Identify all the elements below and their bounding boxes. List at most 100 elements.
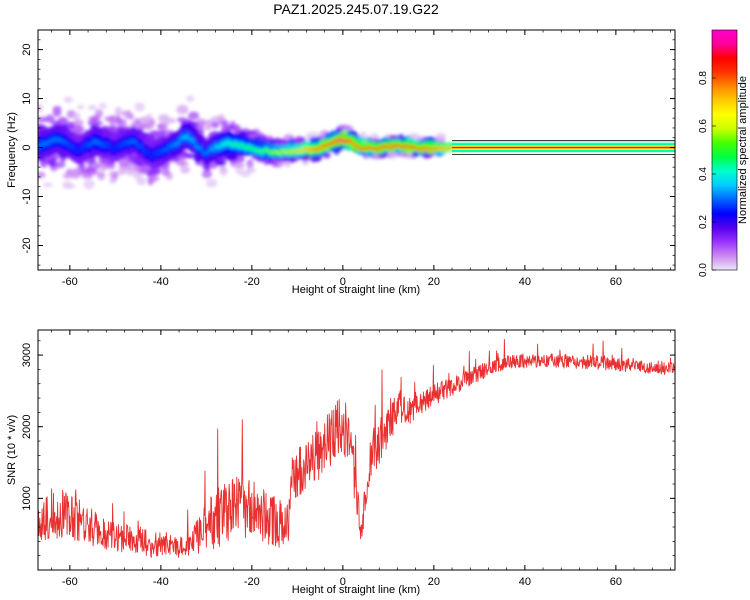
colorbar-tick-label: 0.8 [698, 71, 709, 85]
spectrogram-cell [145, 113, 153, 119]
spectrogram-cell [139, 117, 151, 124]
spectrogram-cell [105, 163, 116, 170]
spectrogram-cell [90, 116, 99, 126]
spectrogram-cell [62, 180, 73, 190]
spectrogram-cell [115, 170, 127, 176]
spectrogram-cell [45, 114, 55, 123]
x-tick-label: 40 [519, 576, 531, 588]
spectrogram-cell [180, 151, 189, 156]
spectrogram-cell [157, 123, 164, 129]
spectrogram-cell [211, 121, 220, 129]
snr-x-ticks: -60 -40 -20 0 20 40 60 [51, 330, 671, 588]
colorbar-tick-label: 0.0 [698, 263, 709, 277]
x-tick-label: 20 [428, 276, 440, 288]
spectrogram-cell [78, 162, 86, 171]
x-tick-label: -20 [244, 576, 260, 588]
y-tick-label: -10 [21, 189, 33, 205]
x-tick-label: -40 [153, 576, 169, 588]
colorbar: 0.0 0.2 0.4 0.6 0.8 Normalized spectral ampl… [698, 29, 749, 277]
spectrogram-cell [227, 154, 239, 160]
spectrogram-cell [219, 166, 228, 176]
spectrogram-cell [115, 116, 123, 126]
colorbar-ticks: 0.0 0.2 0.4 0.6 0.8 [698, 71, 716, 277]
spectrogram-cell [186, 95, 195, 102]
spectrogram-cell [114, 106, 123, 117]
spectrogram-cell [372, 153, 380, 160]
spectrogram-cell [148, 175, 156, 180]
y-tick-label: 1000 [21, 486, 33, 510]
spectrogram-cell [283, 159, 291, 168]
spectrogram-cell [167, 118, 176, 123]
spectrogram-cell [176, 104, 189, 115]
snr-panel: -60 -40 -20 0 20 40 60 1000 2000 3000 Height of … [6, 329, 676, 596]
x-tick-label: 0 [340, 576, 346, 588]
y-tick-label: 0 [21, 144, 33, 150]
colorbar-tick-label: 0.4 [698, 167, 709, 181]
spectrogram-cell [154, 130, 165, 136]
x-tick-label: 20 [428, 576, 440, 588]
spectrogram-cell [111, 172, 119, 181]
spectrogram-cell [130, 122, 138, 128]
x-tick-label: -40 [153, 276, 169, 288]
spectrogram-cell [291, 156, 300, 162]
snr-frame [37, 329, 676, 571]
spectrogram-cell [74, 125, 83, 132]
spectrogram-y-label: Frequency (Hz) [6, 112, 18, 188]
spectrogram-cell [240, 170, 251, 178]
snr-y-label: SNR (10 * v/v) [6, 415, 18, 485]
spectrogram-cell [54, 161, 66, 168]
spectrogram-cell [197, 122, 205, 131]
spectrogram-cell [134, 102, 145, 112]
spectrogram-cell [140, 167, 147, 173]
x-tick-label: -60 [62, 576, 78, 588]
spectrogram-cell [98, 103, 108, 109]
spectrogram-cell [188, 111, 200, 120]
spectrogram-cell [203, 126, 212, 131]
x-tick-label: 0 [340, 276, 346, 288]
spectrogram-cell [46, 156, 55, 161]
colorbar-label: Normalized spectral amplitude [737, 76, 749, 224]
spectrogram-x-ticks: -60 -40 -20 0 20 40 60 [51, 30, 671, 288]
spectrogram-cell [40, 160, 48, 168]
spectrogram-cell [132, 171, 142, 180]
y-tick-label: 3000 [21, 343, 33, 367]
spectrogram-cell [118, 156, 131, 167]
colorbar-tick-label: 0.6 [698, 119, 709, 133]
spectrogram-cell [247, 133, 259, 139]
spectrogram-cell [73, 119, 84, 128]
spectrogram-cell [97, 170, 106, 181]
spectrogram-cell [143, 124, 153, 131]
x-tick-label: 40 [519, 276, 531, 288]
spectrogram-cell [246, 167, 255, 173]
spectrogram-cell [87, 105, 98, 110]
spectrogram-cell [435, 132, 447, 142]
spectrogram-cell [136, 121, 144, 130]
spectrogram-cell [158, 114, 170, 123]
x-tick-label: -60 [62, 276, 78, 288]
spectrogram-x-label: Height of straight line (km) [292, 284, 420, 296]
spectrogram-cell [217, 114, 226, 121]
spectrogram-y-ticks: -20 -10 0 10 20 [21, 29, 675, 266]
spectrogram-cell [341, 124, 350, 130]
spectrogram-cell [72, 112, 81, 121]
x-tick-label: 60 [610, 276, 622, 288]
chart-title: PAZ1.2025.245.07.19.G22 [273, 1, 439, 17]
spectrogram-cell [220, 119, 229, 127]
spectrogram-cell [94, 109, 104, 118]
spectrogram-cell [294, 135, 303, 146]
spectrogram-cell [161, 166, 170, 177]
spectrogram-cell [235, 162, 245, 169]
spectrogram-cell [100, 157, 112, 165]
snr-x-label: Height of straight line (km) [292, 584, 420, 596]
spectrogram-cell [52, 105, 62, 112]
spectrogram-cell [63, 96, 73, 103]
spectrogram-cell [206, 178, 218, 188]
spectrogram-band [452, 146, 675, 149]
colorbar-gradient [711, 29, 738, 271]
spectrogram-cell [42, 182, 54, 188]
spectrogram-cell [397, 152, 410, 158]
y-tick-label: 10 [21, 92, 33, 104]
y-tick-label: 2000 [21, 414, 33, 438]
spectrogram-cell [271, 158, 279, 168]
